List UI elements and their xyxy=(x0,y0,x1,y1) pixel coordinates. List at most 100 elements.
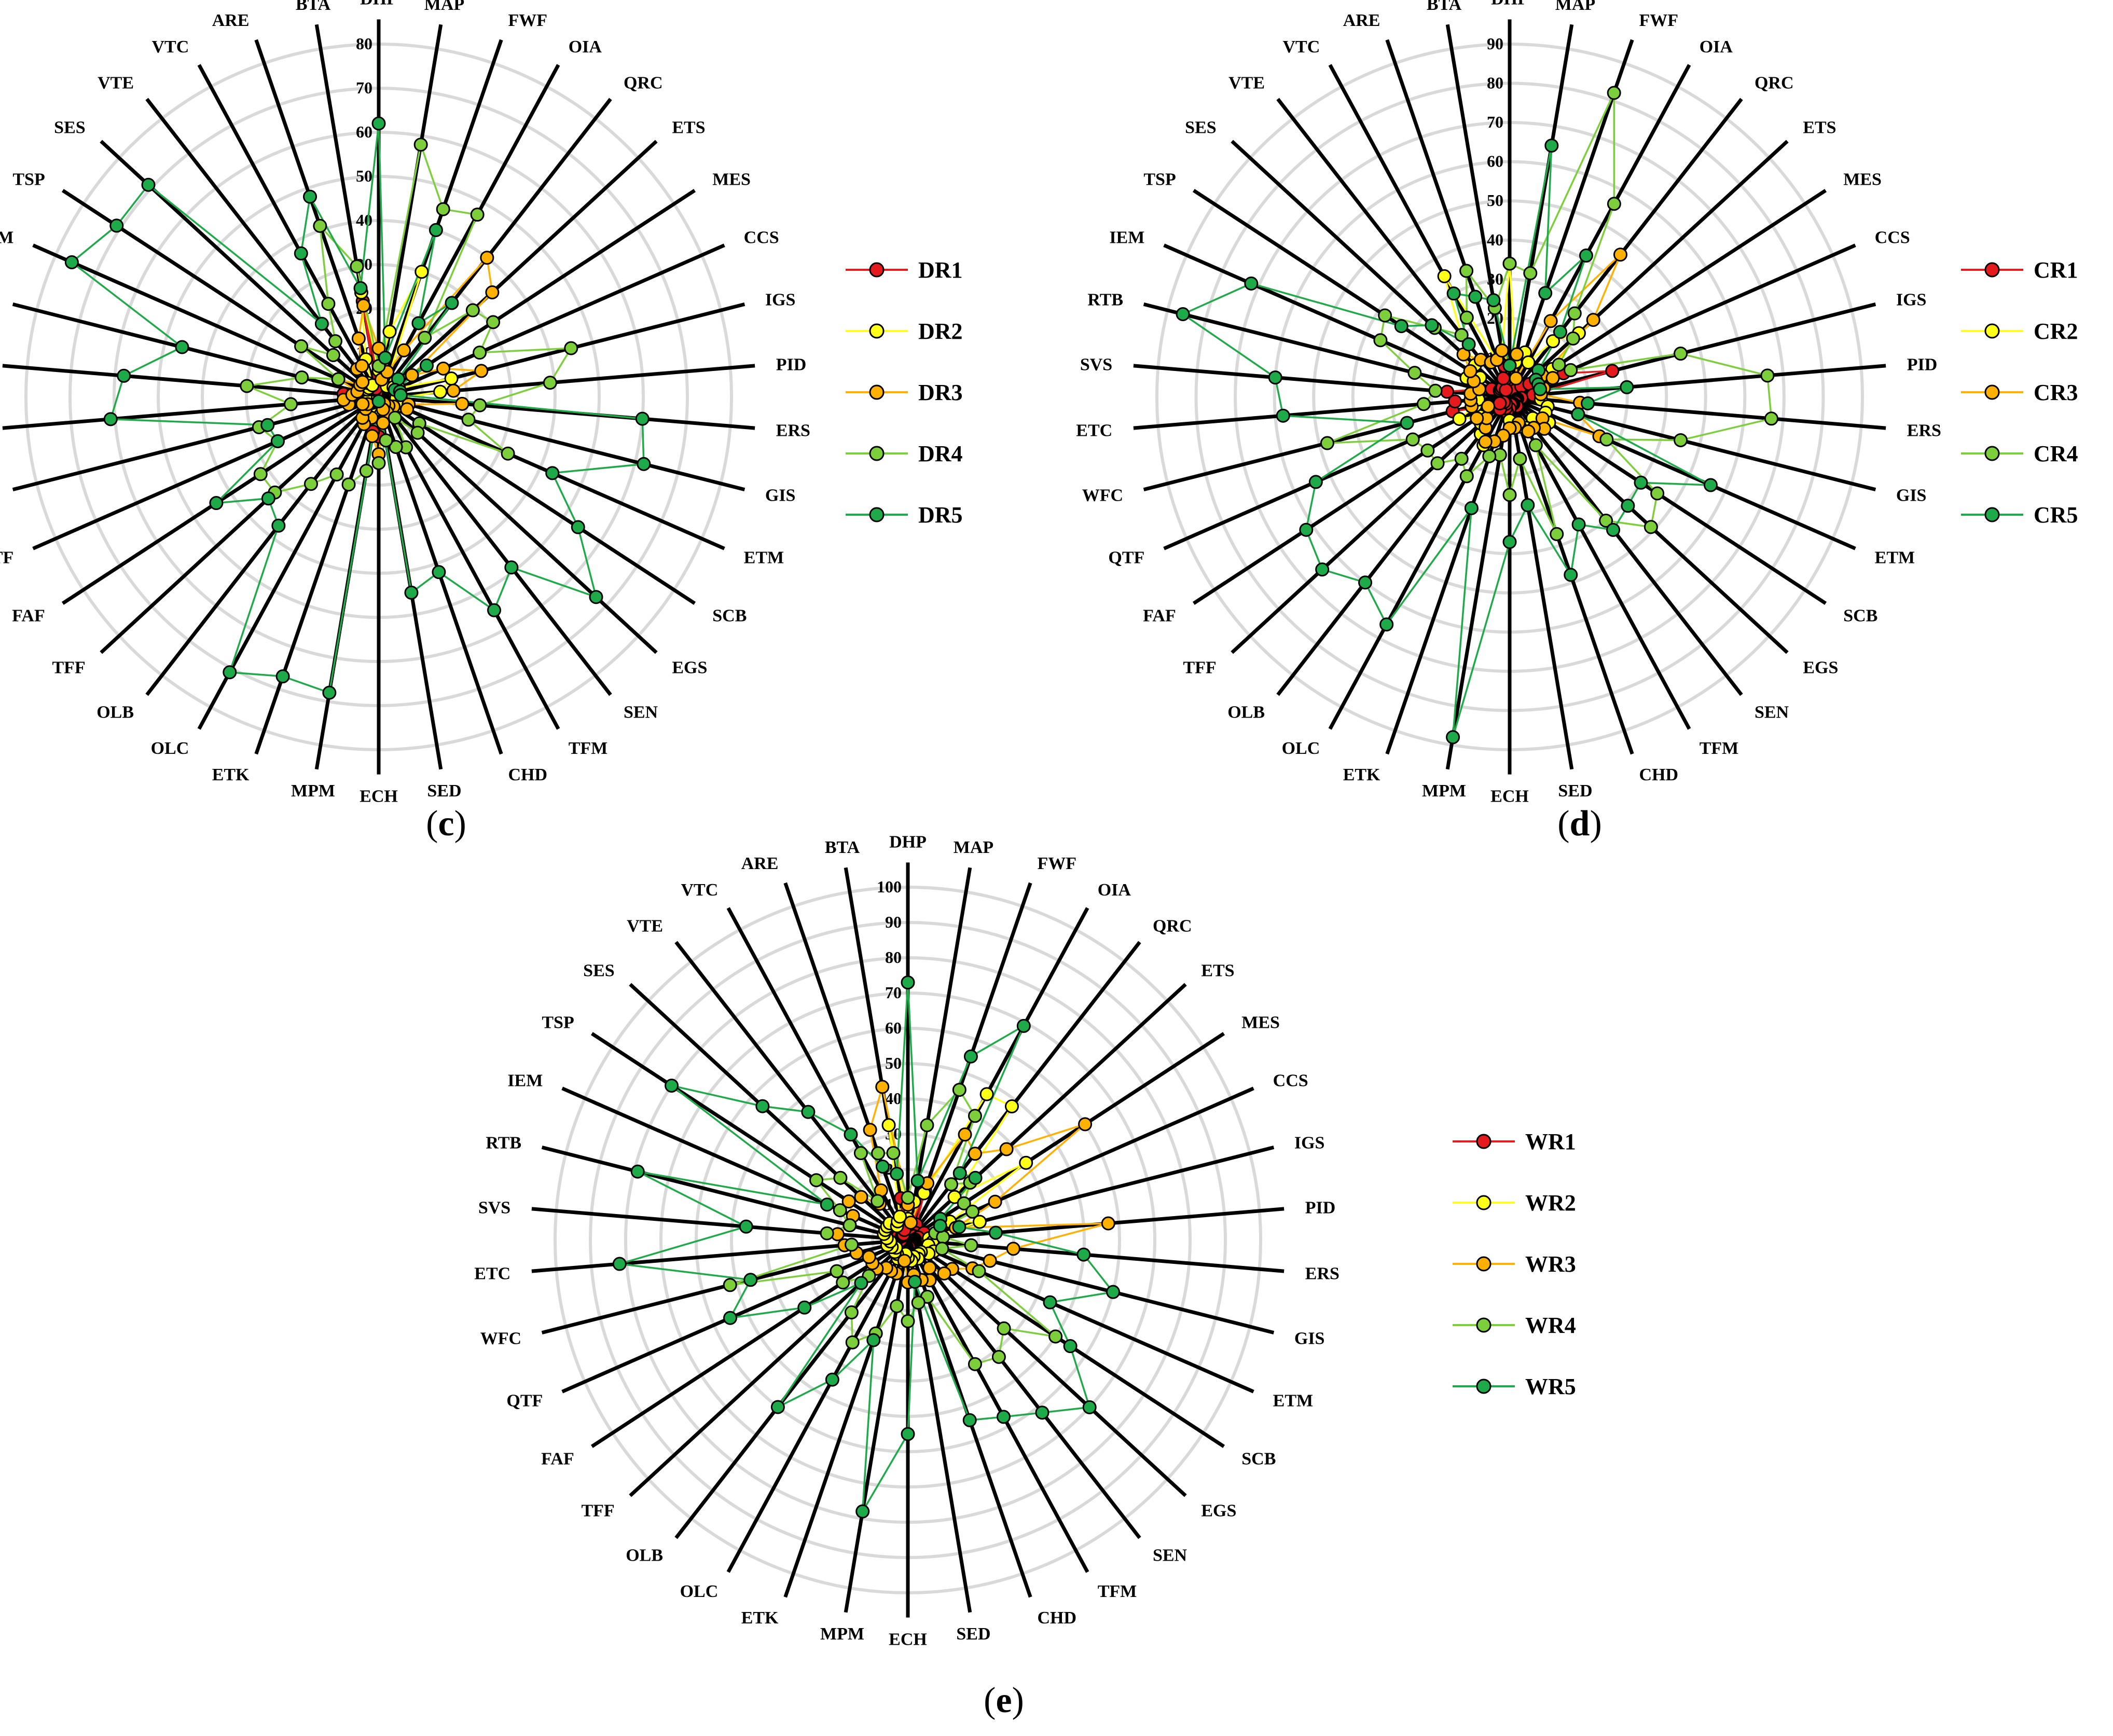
data-point-wr4 xyxy=(957,1196,971,1210)
axis-spoke xyxy=(378,243,725,399)
data-point-dr4 xyxy=(418,330,432,345)
legend-label-dr3: DR3 xyxy=(918,380,963,405)
data-point-cr4 xyxy=(1459,264,1474,278)
data-point-cr3 xyxy=(1481,399,1495,414)
axis-spoke xyxy=(1328,396,1512,730)
data-point-dr5 xyxy=(411,316,426,330)
data-point-cr5 xyxy=(1425,318,1439,333)
data-point-dr5 xyxy=(504,560,519,575)
axis-label-faf: FAF xyxy=(1143,606,1176,625)
data-point-cr4 xyxy=(1764,411,1778,426)
tick-label: 50 xyxy=(885,1054,902,1072)
data-point-wr2 xyxy=(947,1190,962,1204)
caption-letter: e xyxy=(996,1680,1012,1720)
tick-label: 40 xyxy=(356,211,372,229)
data-point-cr4 xyxy=(1459,310,1474,325)
data-point-cr3 xyxy=(1495,343,1509,358)
axis-label-sed: SED xyxy=(956,1624,990,1644)
data-point-wr5 xyxy=(612,1257,627,1271)
axis-label-map: MAP xyxy=(1555,0,1595,14)
axis-spoke xyxy=(1385,39,1512,398)
data-point-dr3 xyxy=(485,285,500,300)
data-point-wr3 xyxy=(854,1190,868,1204)
axis-label-map: MAP xyxy=(954,838,993,857)
data-point-cr2 xyxy=(1546,334,1560,349)
axis-label-qrc: QRC xyxy=(624,74,663,93)
legend-marker xyxy=(1476,1256,1491,1272)
data-point-dr4 xyxy=(331,372,346,387)
axis-label-iem: IEM xyxy=(0,228,13,247)
axis-label-egs: EGS xyxy=(672,658,707,677)
data-point-wr4 xyxy=(972,1264,986,1278)
legend-marker xyxy=(1984,384,2000,400)
axis-label-mes: MES xyxy=(712,170,751,189)
axis-label-fwf: FWF xyxy=(1037,854,1076,873)
data-point-wr4 xyxy=(964,1238,978,1252)
data-point-cr3 xyxy=(1613,247,1627,262)
axis-label-pid: PID xyxy=(1907,355,1938,375)
legend-marker xyxy=(869,507,885,522)
axis-label-olb: OLB xyxy=(1227,702,1265,722)
data-point-wr5 xyxy=(755,1099,770,1113)
legend-marker xyxy=(869,262,885,278)
axis-label-scb: SCB xyxy=(1241,1449,1276,1468)
axis-label-dhp: DHP xyxy=(360,0,397,9)
axis-label-rtb: RTB xyxy=(486,1133,521,1152)
data-point-cr4 xyxy=(1644,520,1658,534)
axis-label-ers: ERS xyxy=(1907,421,1941,440)
data-point-cr4 xyxy=(1674,347,1688,361)
axis-spoke xyxy=(1445,24,1512,397)
data-point-wr4 xyxy=(723,1278,737,1292)
data-point-wr3 xyxy=(937,1266,951,1280)
data-point-dr4 xyxy=(326,348,340,362)
data-point-dr5 xyxy=(635,411,650,426)
data-point-wr5 xyxy=(901,975,915,990)
axis-label-svs: SVS xyxy=(478,1198,510,1218)
data-point-dr5 xyxy=(209,496,224,511)
data-point-wr2 xyxy=(881,1118,896,1133)
axis-spoke xyxy=(907,1238,1275,1335)
data-point-wr4 xyxy=(836,1275,850,1290)
axis-label-scb: SCB xyxy=(712,606,747,625)
data-point-wr3 xyxy=(1078,1117,1093,1132)
data-point-cr5 xyxy=(1446,730,1460,745)
axis-spoke xyxy=(1192,395,1511,605)
axis-label-are: ARE xyxy=(212,11,250,30)
data-point-cr4 xyxy=(1599,513,1613,528)
axis-spoke xyxy=(1509,395,1876,492)
data-point-dr4 xyxy=(350,259,364,273)
axis-spoke xyxy=(12,395,379,492)
data-point-dr3 xyxy=(355,397,370,411)
data-point-cr5 xyxy=(1268,370,1282,385)
data-point-wr5 xyxy=(968,1170,983,1185)
data-point-wr4 xyxy=(968,1109,982,1123)
data-point-dr4 xyxy=(240,379,254,393)
tick-label: 80 xyxy=(356,34,372,53)
axis-label-tsp: TSP xyxy=(1143,170,1176,189)
series-line-wr5 xyxy=(619,982,1115,1512)
data-point-wr2 xyxy=(1004,1099,1019,1113)
axis-spoke xyxy=(377,39,503,398)
axis-label-igs: IGS xyxy=(1294,1133,1325,1152)
axis-spoke xyxy=(377,64,560,398)
legend-label-wr4: WR4 xyxy=(1525,1313,1576,1338)
data-point-wr4 xyxy=(1048,1329,1063,1344)
axis-label-oia: OIA xyxy=(569,37,602,57)
legend-label-cr4: CR4 xyxy=(2034,441,2078,466)
data-point-dr5 xyxy=(175,340,189,354)
data-point-wr5 xyxy=(801,1105,816,1119)
data-point-cr4 xyxy=(1430,456,1445,471)
axis-spoke xyxy=(2,395,379,430)
axis-spoke xyxy=(378,395,745,492)
axis-label-egs: EGS xyxy=(1803,658,1838,677)
data-point-cr4 xyxy=(1459,469,1474,484)
data-point-cr2 xyxy=(1437,269,1452,283)
data-point-wr5 xyxy=(963,1049,978,1064)
data-point-wr4 xyxy=(936,1230,950,1244)
data-point-wr3 xyxy=(875,1080,890,1094)
tick-label: 30 xyxy=(1487,269,1503,288)
tick-label: 50 xyxy=(356,167,372,185)
data-point-wr5 xyxy=(933,1219,947,1233)
data-point-wr3 xyxy=(988,1194,1002,1209)
